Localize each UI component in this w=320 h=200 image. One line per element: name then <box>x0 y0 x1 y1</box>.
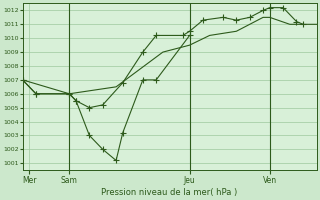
X-axis label: Pression niveau de la mer( hPa ): Pression niveau de la mer( hPa ) <box>101 188 238 197</box>
